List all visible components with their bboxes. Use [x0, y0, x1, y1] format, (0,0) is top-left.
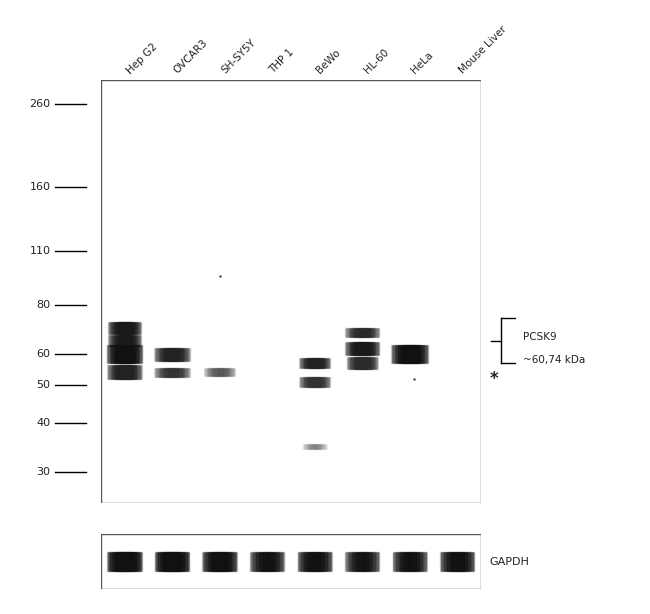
Text: GAPDH: GAPDH: [489, 557, 529, 567]
Text: 60: 60: [36, 349, 51, 359]
Text: 30: 30: [36, 467, 51, 478]
Text: 160: 160: [29, 182, 51, 192]
Text: HL-60: HL-60: [362, 47, 391, 76]
Text: PCSK9: PCSK9: [523, 332, 557, 342]
Text: 110: 110: [29, 246, 51, 256]
Text: 50: 50: [36, 380, 51, 391]
Text: THP 1: THP 1: [267, 47, 296, 76]
Text: Mouse Liver: Mouse Liver: [457, 25, 508, 76]
Text: HeLa: HeLa: [410, 50, 436, 76]
Text: ~60,74 kDa: ~60,74 kDa: [523, 356, 586, 365]
Text: *: *: [489, 370, 498, 387]
Text: OVCAR3: OVCAR3: [172, 38, 210, 76]
Text: SH-SY5Y: SH-SY5Y: [220, 37, 257, 76]
Text: 40: 40: [36, 418, 51, 429]
Text: Hep G2: Hep G2: [125, 41, 159, 76]
Text: 80: 80: [36, 300, 51, 310]
Text: BeWo: BeWo: [315, 48, 343, 76]
Text: 260: 260: [29, 99, 51, 109]
